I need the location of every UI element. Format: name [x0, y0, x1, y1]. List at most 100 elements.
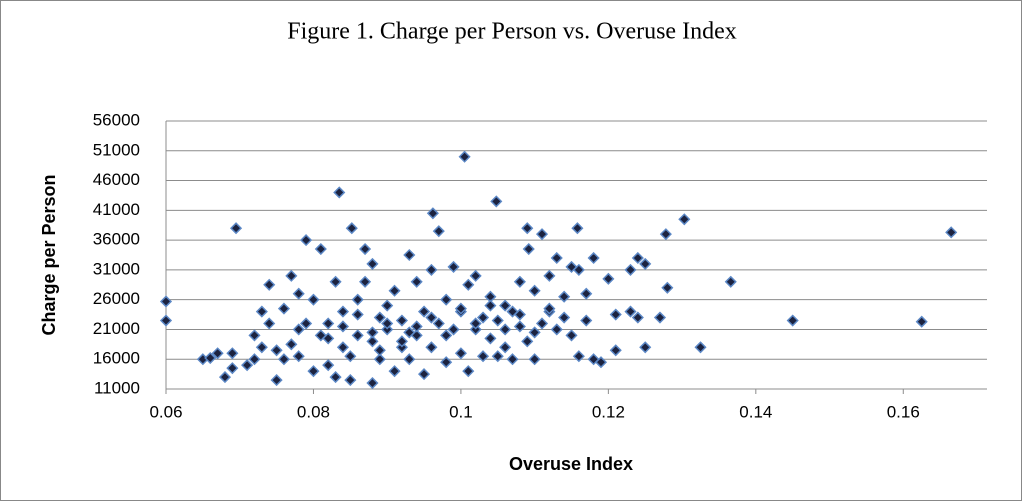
scatter-point — [336, 341, 350, 354]
scatter-point — [333, 186, 346, 199]
scatter-point — [639, 257, 652, 270]
scatter-point — [462, 278, 475, 291]
scatter-point — [484, 299, 497, 312]
scatter-point — [366, 326, 379, 339]
scatter-point — [458, 150, 471, 163]
scatter-point — [659, 228, 672, 241]
chart-title: Figure 1. Charge per Person vs. Overuse … — [287, 19, 736, 45]
scatter-point — [373, 311, 386, 324]
scatter-point — [490, 195, 503, 208]
scatter-point — [285, 269, 298, 282]
scatter-point — [678, 213, 691, 226]
scatter-point — [336, 320, 350, 333]
scatter-point — [329, 371, 342, 384]
scatter-point — [388, 365, 401, 378]
scatter-point — [724, 275, 737, 288]
scatter-point — [359, 275, 372, 288]
scatter-point — [322, 317, 335, 330]
scatter-point — [447, 323, 460, 336]
scatter-point — [410, 275, 423, 288]
scatter-point — [499, 323, 512, 336]
scatter-point — [403, 248, 416, 262]
scatter-point — [432, 225, 445, 238]
scatter-point — [241, 359, 254, 372]
scatter-point — [300, 317, 313, 330]
scatter-point — [580, 314, 593, 327]
scatter-point — [307, 365, 320, 378]
y-tick-label: 21000 — [93, 319, 140, 338]
x-axis-title: Overuse Index — [509, 454, 633, 474]
scatter-point — [417, 305, 431, 318]
scatter-point — [204, 351, 217, 365]
scatter-point — [521, 222, 534, 235]
scatter-point — [255, 341, 268, 354]
scatter-point — [694, 341, 707, 354]
scatter-point — [624, 305, 637, 318]
scatter-point — [594, 356, 608, 369]
scatter-point — [572, 350, 585, 363]
scatter-point — [543, 302, 556, 315]
scatter-point — [270, 374, 283, 387]
scatter-point — [351, 293, 364, 306]
scatter-point — [329, 275, 342, 288]
scatter-point — [226, 347, 239, 360]
scatter-point — [609, 308, 622, 321]
scatter-point — [248, 329, 261, 342]
scatter-point — [314, 242, 327, 256]
scatter-point — [476, 311, 490, 324]
scatter-point — [432, 317, 445, 330]
scatter-point — [425, 341, 438, 354]
scatter-point — [661, 281, 674, 294]
scatter-point — [292, 287, 305, 300]
scatter-point — [491, 350, 504, 363]
scatter-point — [322, 332, 335, 345]
scatter-point — [159, 314, 173, 327]
scatter-point — [506, 353, 519, 366]
y-tick-label: 16000 — [93, 349, 140, 368]
scatter-point — [426, 207, 439, 220]
scatter-point — [373, 344, 386, 357]
scatter-point — [522, 242, 535, 256]
scatter-point — [528, 326, 541, 339]
scatter-point — [454, 302, 467, 315]
scatter-point — [395, 335, 408, 348]
scatter-point — [587, 251, 600, 265]
scatter-point — [351, 308, 364, 321]
scatter-point — [255, 305, 268, 318]
scatter-point — [639, 341, 652, 354]
y-tick-label: 51000 — [93, 140, 140, 159]
scatter-point — [218, 371, 232, 384]
y-tick-label: 46000 — [93, 170, 140, 189]
scatter-point — [945, 226, 958, 239]
scatter-point — [499, 299, 512, 312]
scatter-point — [425, 263, 438, 276]
scatter-point — [513, 320, 526, 333]
scatter-point — [359, 242, 372, 256]
scatter-point — [263, 278, 276, 291]
scatter-point — [373, 353, 386, 366]
scatter-point — [535, 228, 549, 241]
scatter-point — [263, 317, 276, 330]
scatter-point — [454, 347, 467, 360]
y-tick-label: 36000 — [93, 230, 140, 249]
y-tick-label: 56000 — [93, 110, 140, 129]
scatter-point — [226, 362, 239, 375]
scatter-point — [624, 263, 637, 276]
scatter-point — [631, 251, 644, 265]
x-tick-label: 0.08 — [297, 402, 330, 421]
scatter-point — [403, 353, 416, 366]
scatter-point — [528, 284, 541, 297]
scatter-point — [336, 305, 350, 318]
scatter-point — [653, 311, 667, 324]
scatter-point — [572, 263, 585, 276]
scatter-point — [366, 376, 379, 390]
scatter-point — [211, 347, 224, 360]
scatter-point — [558, 311, 571, 324]
scatter-point — [417, 368, 431, 381]
scatter-point — [425, 311, 438, 324]
scatter-point — [580, 287, 593, 300]
scatter-point — [469, 317, 482, 330]
scatter-point — [322, 359, 335, 372]
